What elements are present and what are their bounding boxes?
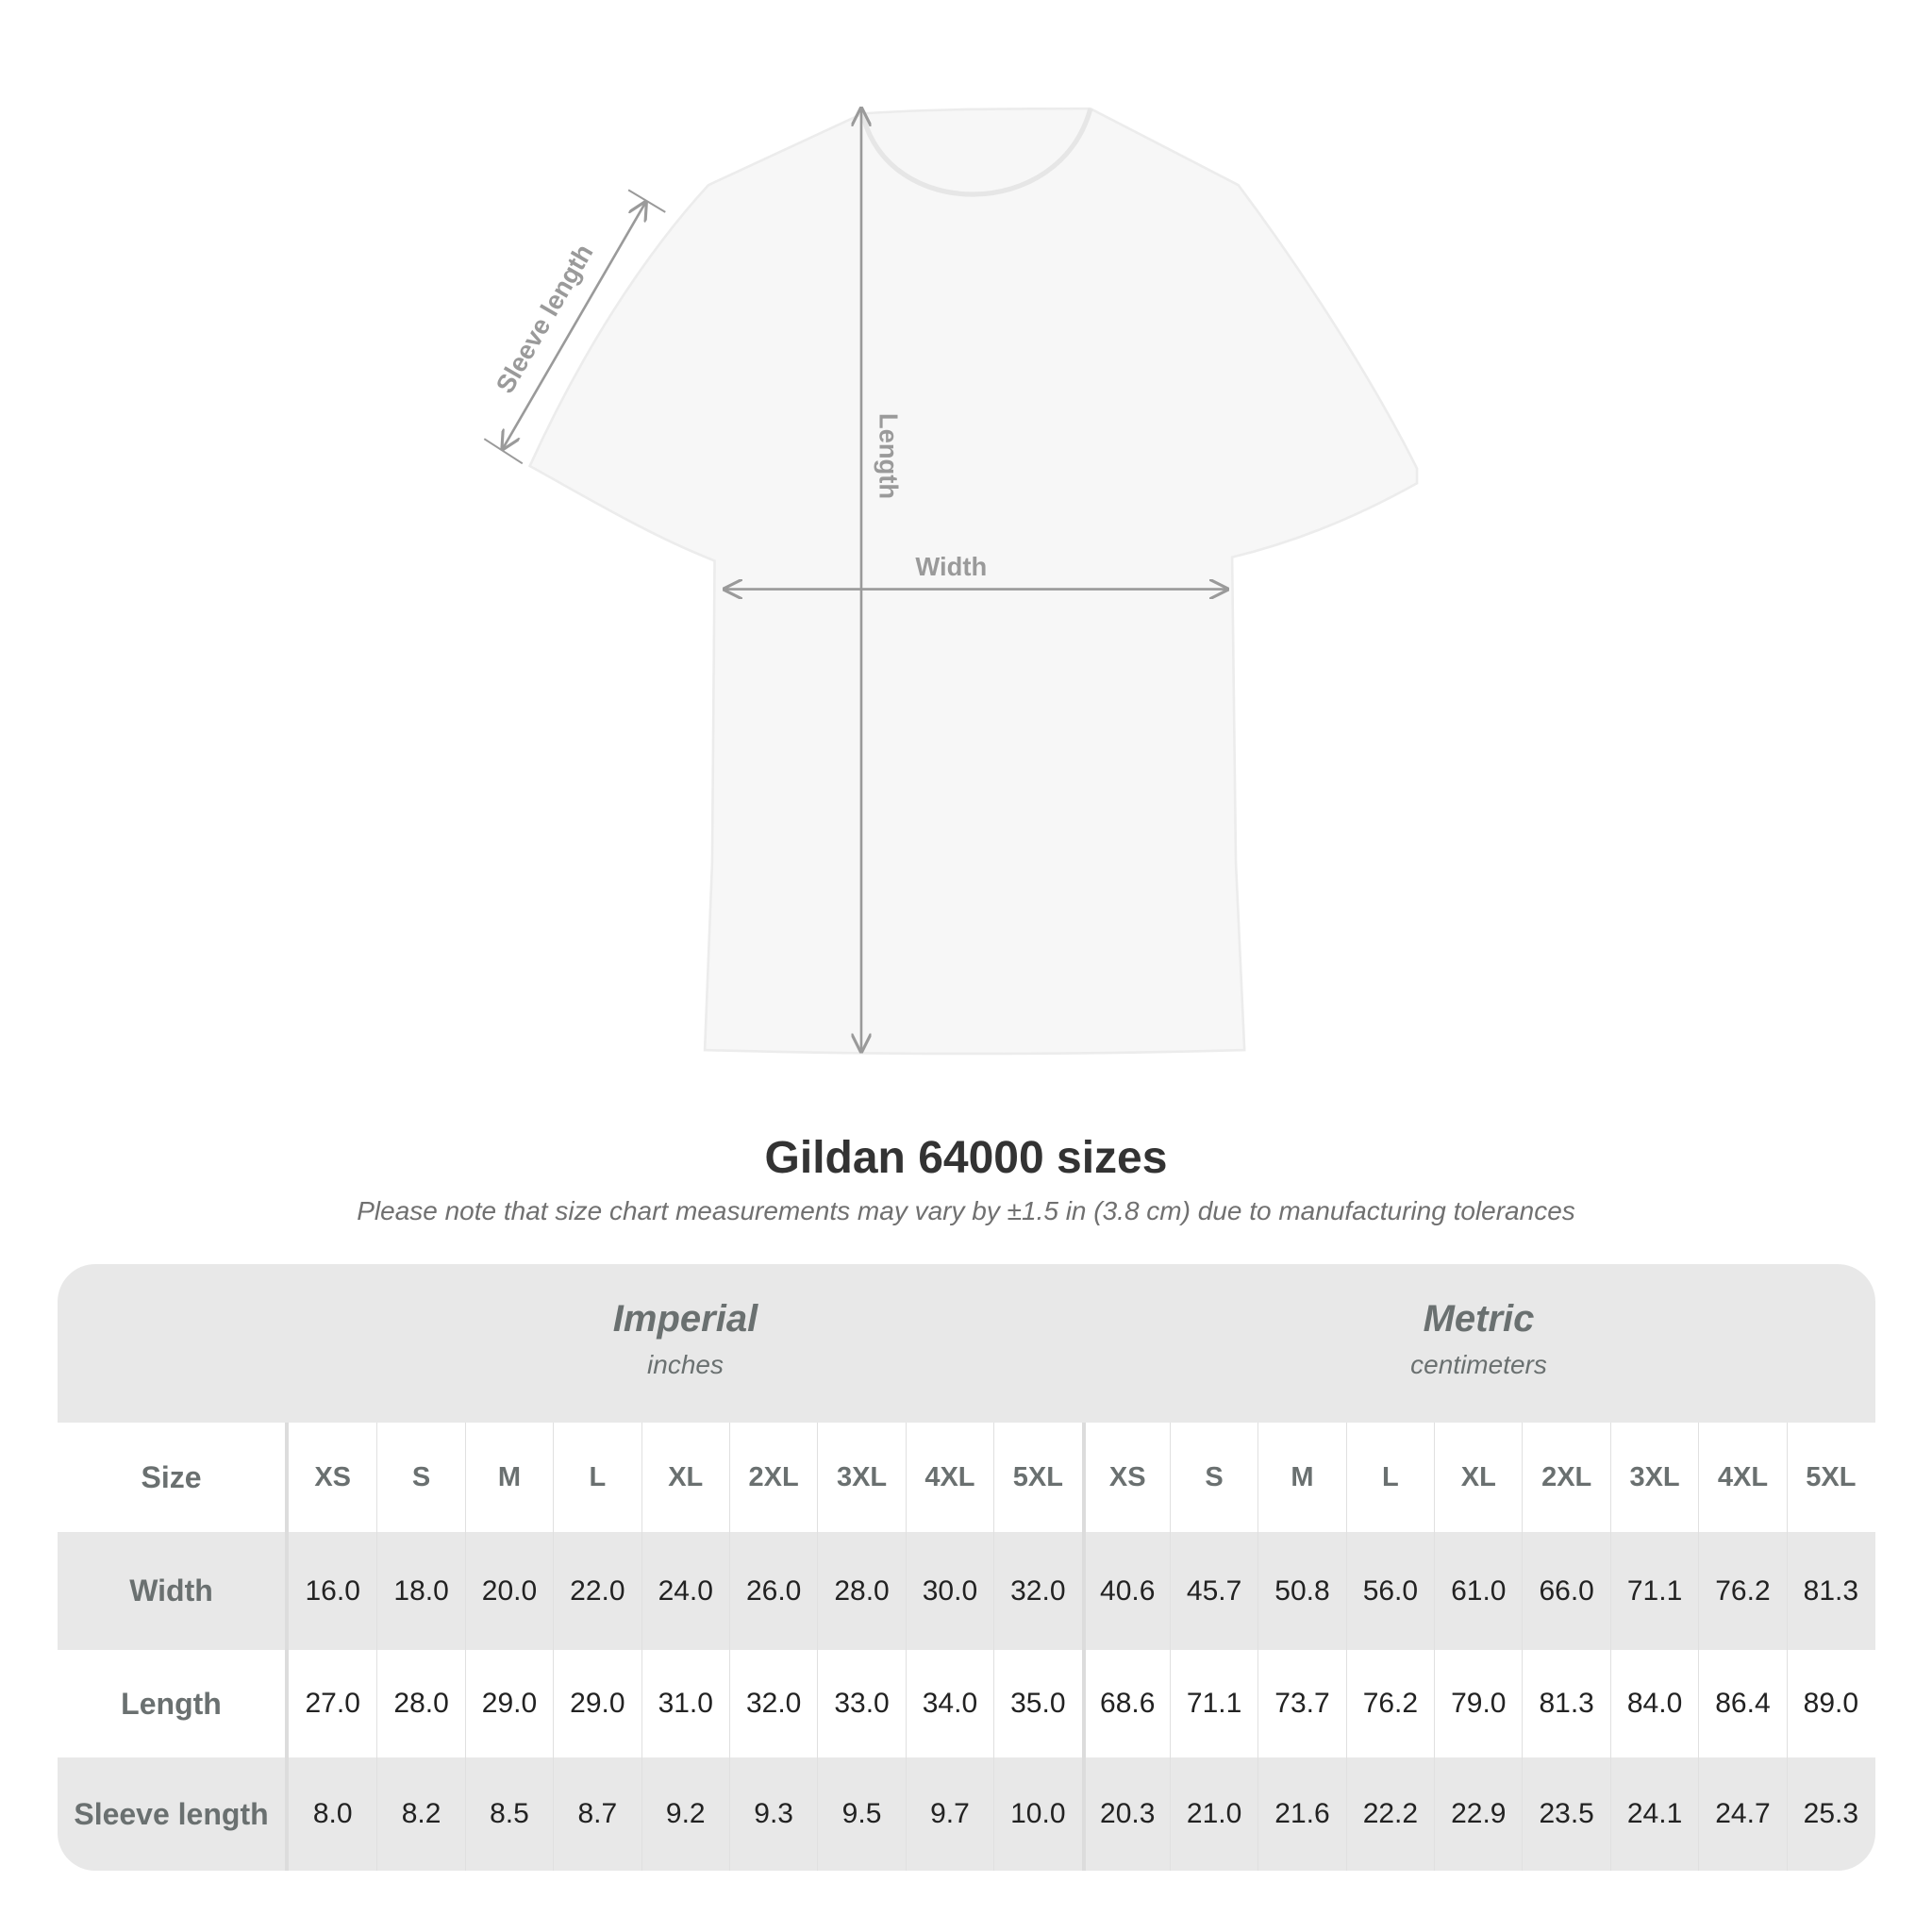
table-cell: 9.2 — [641, 1757, 729, 1871]
table-cell: 2XL — [728, 1423, 817, 1532]
table-cell: 5XL — [993, 1423, 1081, 1532]
size-header-row: Size XS S M L XL 2XL 3XL 4XL 5XL XS S M L XL 2XL 3XL 4XL 5… — [58, 1423, 1875, 1532]
table-cell: 61.0 — [1434, 1532, 1522, 1650]
length-label: Length — [874, 413, 904, 499]
table-cell: 5XL — [1786, 1423, 1874, 1532]
table-cell: XL — [641, 1423, 729, 1532]
table-cell: 29.0 — [464, 1650, 553, 1757]
table-cell: 23.5 — [1522, 1757, 1609, 1871]
table-cell: 28.0 — [817, 1532, 905, 1650]
table-cell: 68.6 — [1081, 1650, 1170, 1757]
table-cell: XS — [314, 1461, 352, 1492]
table-cell: 29.0 — [553, 1650, 641, 1757]
metric-unit: centimeters — [1410, 1350, 1547, 1379]
table-cell: 18.0 — [376, 1532, 464, 1650]
sleeve-tick — [483, 438, 524, 465]
table-cell: 3XL — [1609, 1423, 1698, 1532]
table-row: Width 16.0 18.0 20.0 22.0 24.0 26.0 28.0 30.0 32.… — [58, 1532, 1875, 1650]
table-cell: 8.7 — [553, 1757, 641, 1871]
table-cell: 20.3 — [1081, 1757, 1170, 1871]
table-cell: 22.9 — [1434, 1757, 1522, 1871]
table-cell: 32.0 — [993, 1532, 1081, 1650]
imperial-unit: inches — [647, 1350, 724, 1379]
table-cell: 2XL — [1522, 1423, 1609, 1532]
table-cell: 26.0 — [728, 1532, 817, 1650]
table-cell: XS — [1081, 1423, 1170, 1532]
table-cell: 32.0 — [728, 1650, 817, 1757]
table-cell: 21.6 — [1257, 1757, 1345, 1871]
table-cell: 8.2 — [376, 1757, 464, 1871]
table-cell: 86.4 — [1698, 1650, 1786, 1757]
table-cell: 76.2 — [1698, 1532, 1786, 1650]
table-cell: 9.3 — [728, 1757, 817, 1871]
table-cell: XL — [1434, 1423, 1522, 1532]
table-cell: 71.1 — [1609, 1532, 1698, 1650]
table-cell: 71.1 — [1169, 1650, 1257, 1757]
table-cell: 27.0 — [305, 1688, 360, 1719]
tolerance-note: Please note that size chart measurements… — [357, 1196, 1575, 1225]
table-cell: L — [1345, 1423, 1434, 1532]
imperial-label: Imperial — [612, 1298, 758, 1340]
tshirt-diagram: Sleeve length Length Width — [483, 0, 1419, 1056]
table-cell: 8.5 — [464, 1757, 553, 1871]
row-label: Sleeve length — [58, 1757, 289, 1871]
table-cell: 20.0 — [464, 1532, 553, 1650]
sleeve-tick — [627, 189, 666, 213]
table-cell: 24.0 — [641, 1532, 729, 1650]
metric-label: Metric — [1423, 1298, 1535, 1340]
width-label: Width — [915, 552, 987, 581]
table-cell: 4XL — [905, 1423, 993, 1532]
table-cell: 56.0 — [1345, 1532, 1434, 1650]
table-cell: 89.0 — [1786, 1650, 1874, 1757]
table-cell: 10.0 — [993, 1757, 1081, 1871]
chart-title: Gildan 64000 sizes — [764, 1133, 1168, 1183]
table-cell: S — [1169, 1423, 1257, 1532]
table-cell: 4XL — [1698, 1423, 1786, 1532]
table-cell: 3XL — [817, 1423, 905, 1532]
table-cell: 16.0 — [305, 1574, 360, 1607]
sleeve-arrow — [503, 202, 646, 448]
table-cell: 24.7 — [1698, 1757, 1786, 1871]
table-cell: 9.5 — [817, 1757, 905, 1871]
neckline — [859, 108, 1093, 197]
table-cell: 30.0 — [905, 1532, 993, 1650]
imperial-header: Imperial inches — [289, 1264, 1082, 1423]
table-cell: 21.0 — [1169, 1757, 1257, 1871]
table-cell: 76.2 — [1345, 1650, 1434, 1757]
table-cell: 33.0 — [817, 1650, 905, 1757]
table-cell: 22.0 — [553, 1532, 641, 1650]
table-cell: 66.0 — [1522, 1532, 1609, 1650]
table-row: Sleeve length 8.0 8.2 8.5 8.7 9.2 9.3 9.5 9.7 10.… — [58, 1757, 1875, 1871]
table-row: Length 27.0 28.0 29.0 29.0 31.0 32.0 33.0 34.0 35… — [58, 1650, 1875, 1757]
row-label: Width — [58, 1532, 289, 1650]
table-cell: 9.7 — [905, 1757, 993, 1871]
table-cell: 40.6 — [1081, 1532, 1170, 1650]
row-label: Size — [58, 1423, 289, 1532]
table-cell: 79.0 — [1434, 1650, 1522, 1757]
table-cell: 35.0 — [993, 1650, 1081, 1757]
table-cell: 8.0 — [312, 1798, 353, 1829]
size-table: Imperial inches Metric centimeters Size X… — [58, 1264, 1875, 1871]
table-cell: 24.1 — [1609, 1757, 1698, 1871]
table-cell: 28.0 — [376, 1650, 464, 1757]
table-cell: L — [553, 1423, 641, 1532]
table-cell: M — [464, 1423, 553, 1532]
table-cell: 50.8 — [1257, 1532, 1345, 1650]
table-cell: 25.3 — [1786, 1757, 1874, 1871]
table-cell: 84.0 — [1609, 1650, 1698, 1757]
table-cell: 31.0 — [641, 1650, 729, 1757]
table-cell: S — [376, 1423, 464, 1532]
metric-header: Metric centimeters — [1082, 1264, 1875, 1423]
table-cell: 81.3 — [1786, 1532, 1874, 1650]
table-cell: 73.7 — [1257, 1650, 1345, 1757]
row-label: Length — [58, 1650, 289, 1757]
table-cell: 22.2 — [1345, 1757, 1434, 1871]
table-cell: 45.7 — [1169, 1532, 1257, 1650]
table-cell: 34.0 — [905, 1650, 993, 1757]
table-cell: 81.3 — [1522, 1650, 1609, 1757]
table-cell: M — [1257, 1423, 1345, 1532]
